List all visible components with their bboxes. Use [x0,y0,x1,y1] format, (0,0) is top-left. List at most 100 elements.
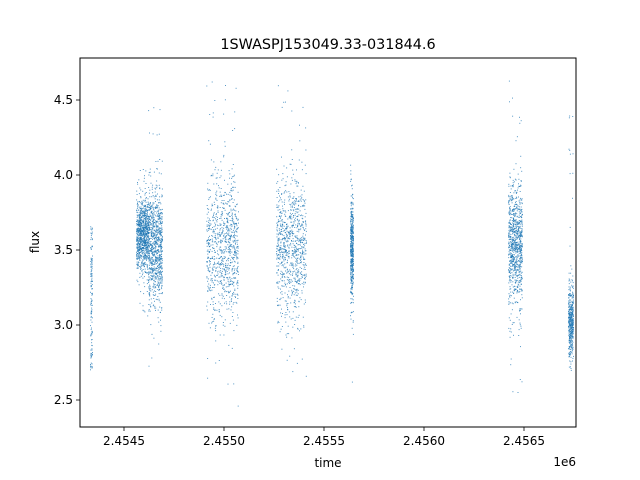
data-point [220,241,222,243]
data-point [508,267,510,269]
data-point [511,245,512,246]
data-point [220,274,222,276]
data-point [91,339,93,340]
data-point [231,347,233,349]
data-point [207,211,209,213]
data-point [154,250,156,252]
data-point [220,251,222,253]
data-point [216,172,218,174]
data-point [521,290,523,292]
data-point [215,303,216,304]
data-point [515,256,517,258]
data-point [143,276,145,278]
data-point [153,241,155,243]
data-point [159,159,161,160]
data-point [155,223,157,225]
data-point [209,286,211,288]
data-point [277,320,279,322]
data-point [218,293,220,295]
data-point [141,239,143,241]
data-point [279,248,281,250]
data-point [219,249,221,251]
data-point [206,240,208,242]
data-point [216,267,217,269]
data-point [237,293,238,295]
data-point [211,298,213,300]
data-point [513,228,515,230]
data-point [207,253,209,255]
data-point [232,209,234,211]
data-point [234,254,236,256]
data-point [90,313,92,315]
data-point [213,256,215,257]
data-point [237,317,239,319]
data-point [510,328,512,330]
data-point [508,211,510,213]
data-point [213,229,215,231]
data-point [215,219,217,221]
data-point [209,249,211,251]
data-point [276,233,278,235]
data-point [227,277,229,279]
data-point [302,199,304,200]
data-point [148,237,150,239]
data-point [91,262,93,264]
data-point [229,199,231,201]
data-point [220,232,222,234]
data-point [212,112,214,114]
data-point [509,330,511,332]
data-point [510,358,512,360]
data-point [301,194,303,196]
data-point [140,222,141,224]
data-point [91,228,93,230]
data-point [146,226,148,228]
data-point [276,256,278,258]
data-point [157,255,159,257]
data-point [148,221,150,222]
data-point [217,250,218,252]
data-point [154,251,156,253]
data-point [293,277,295,279]
data-point [234,247,236,249]
data-point [508,204,510,205]
data-point [153,235,155,237]
data-point [281,194,283,195]
data-point [159,255,160,256]
data-point [232,303,234,305]
data-point [521,254,523,256]
data-point [510,288,512,290]
data-point [149,267,151,269]
data-point [305,240,307,241]
data-point [90,356,92,358]
data-point [161,208,163,210]
data-point [90,332,92,334]
data-point [139,219,140,221]
data-point [351,285,353,287]
data-point [235,251,237,253]
data-point [206,276,208,278]
data-point [138,248,140,250]
data-point [157,296,159,298]
data-point [210,209,212,211]
data-point [521,246,523,248]
data-point [279,254,281,256]
data-point [139,233,141,235]
data-point [287,309,289,311]
data-point [157,266,158,267]
data-point [157,275,158,277]
data-point [159,215,161,217]
data-point [92,293,93,295]
data-point [155,247,157,249]
data-point [141,261,143,263]
data-point [508,242,510,244]
data-point [137,229,138,231]
data-point [208,225,210,227]
data-point [143,258,145,260]
data-point [516,270,518,271]
data-point [142,222,144,224]
data-point [145,218,146,220]
data-point [351,311,353,313]
data-point [288,280,290,282]
data-point [519,226,521,228]
data-point [148,206,150,208]
